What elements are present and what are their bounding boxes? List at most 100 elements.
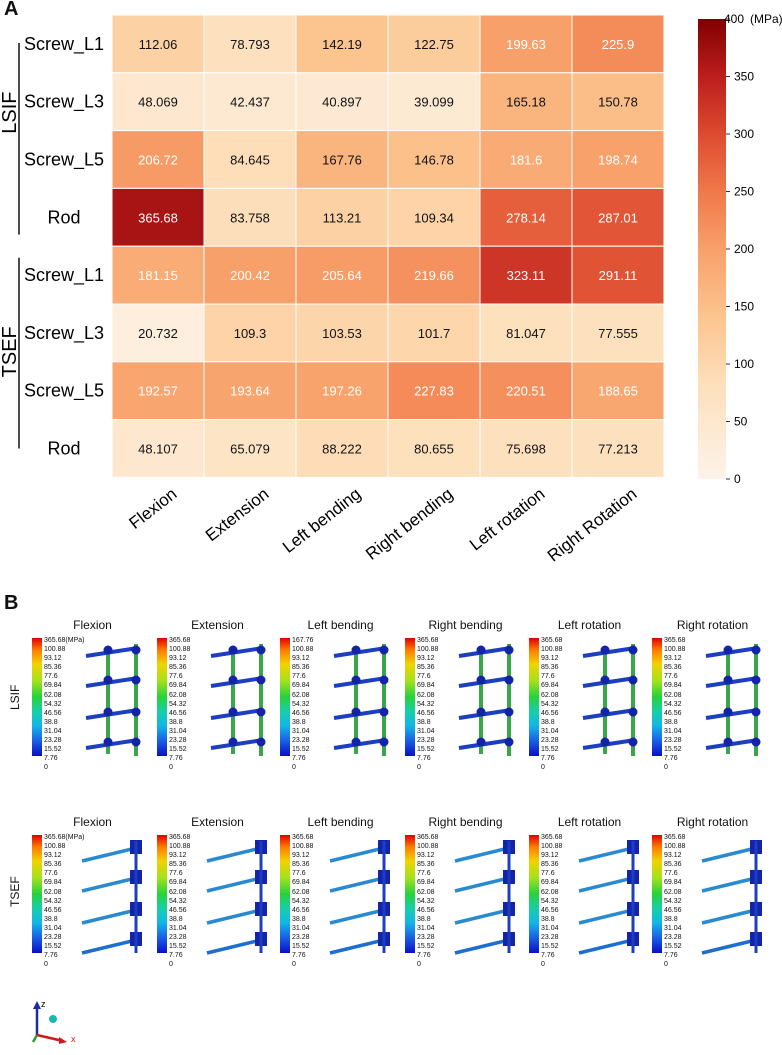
stress-legend-value: 85.36: [169, 664, 187, 672]
heatmap-cell-value: 88.222: [322, 442, 362, 457]
stress-legend-value: 0: [292, 961, 296, 969]
heatmap-cell-value: 83.758: [230, 210, 270, 225]
simulation-view-title: Left rotation: [557, 815, 622, 829]
stress-legend-value: 69.84: [44, 879, 62, 887]
stress-legend-bar: [157, 638, 167, 756]
stress-legend-value: 365.68: [541, 834, 563, 841]
heatmap-cell: [571, 14, 665, 74]
stress-legend-value: 15.52: [541, 943, 559, 951]
stress-legend-value: 15.52: [417, 746, 435, 754]
heatmap-cell-value: 112.06: [139, 37, 178, 52]
stress-legend-value: 69.84: [417, 879, 435, 887]
row-label: Screw_L1: [24, 265, 104, 286]
stress-legend-labels: 365.68 100.88 93.12 85.36 77.6 69.84 62.08 54.3…: [417, 636, 438, 772]
stress-legend-value: 7.76: [664, 755, 678, 763]
stress-legend-value: 7.76: [541, 755, 555, 763]
stress-legend-value: 46.56: [541, 906, 559, 914]
simulation-view: Extension 365.68 100.88 93.12 85.36 77.6 69.84…: [155, 618, 280, 771]
stress-legend-labels: 167.76 100.88 93.12 85.36 77.6 69.84 62.08 54.3…: [292, 636, 313, 772]
stress-legend-value: 54.32: [664, 897, 682, 905]
stress-legend-value: 54.32: [664, 700, 682, 708]
heatmap-cell: [295, 130, 389, 189]
stress-legend-bar: [280, 835, 290, 953]
stress-legend-value: 54.32: [541, 700, 559, 708]
row-label: Screw_L5: [24, 381, 104, 402]
stress-legend-value: 38.8: [292, 718, 306, 726]
heatmap-cell: [479, 303, 573, 363]
fixation-model: [698, 638, 773, 763]
stress-legend-value: 0: [541, 961, 545, 969]
stress-legend-value: 69.84: [664, 879, 682, 887]
heatmap-cell-value: 39.099: [414, 95, 454, 110]
stress-legend-value: 15.52: [292, 746, 310, 754]
stress-legend-value: 167.76: [292, 637, 314, 644]
fixation-model: [203, 638, 278, 763]
stress-legend-labels: 365.68 100.88 93.12 85.36 77.6 69.84 62.08 54.3…: [169, 833, 190, 969]
stress-legend-value: 31.04: [44, 924, 62, 932]
heatmap-cell-value: 192.57: [138, 384, 178, 399]
stress-legend-value: 62.08: [169, 888, 187, 896]
stress-legend-value: 365.68: [541, 637, 563, 644]
heatmap-cell-value: 323.11: [507, 268, 546, 283]
stress-legend-value: 69.84: [44, 682, 62, 690]
column-label: Extension: [202, 484, 273, 545]
heatmap-cell: [387, 419, 481, 478]
row-label: Rod: [47, 207, 80, 227]
heatmap-cell: [111, 361, 205, 421]
stress-legend-value: 77.6: [169, 870, 183, 878]
stress-legend-value: 100.88: [664, 646, 686, 654]
stress-legend-value: 100.88: [292, 843, 314, 851]
stress-legend-value: 62.08: [169, 691, 187, 699]
stress-legend-value: 23.28: [169, 737, 187, 745]
stress-legend-value: 93.12: [541, 852, 559, 860]
heatmap-cell-value: 365.68: [138, 210, 178, 225]
fixation-model: [575, 835, 650, 960]
heatmap-cell: [479, 245, 573, 305]
stress-legend-bar: [157, 835, 167, 953]
stress-legend-value: 23.28: [664, 934, 682, 942]
simulation-view-title: Flexion: [73, 618, 112, 632]
stress-legend-labels: 365.68 100.88 93.12 85.36 77.6 69.84 62.08 54.3…: [541, 833, 562, 969]
panel-a-letter: A: [4, 0, 19, 20]
colorbar-tick-label: 50: [734, 415, 748, 429]
stress-legend-bar: [405, 835, 415, 953]
fixation-model-icon: [582, 644, 638, 756]
stress-legend-value: 54.32: [292, 897, 310, 905]
row-label: Screw_L3: [24, 323, 104, 344]
stress-legend-value: 62.08: [44, 888, 62, 896]
stress-legend-value: 93.12: [417, 852, 435, 860]
stress-legend-value: 93.12: [417, 655, 435, 663]
heatmap-cell: [295, 303, 389, 363]
stress-legend-value: 31.04: [292, 924, 310, 932]
stress-legend-value: 77.6: [44, 673, 58, 681]
stress-legend-value: 38.8: [169, 718, 183, 726]
row-label: Screw_L5: [24, 150, 104, 171]
stress-legend-value: 31.04: [664, 924, 682, 932]
heatmap-cell-value: 167.76: [322, 153, 362, 168]
stress-legend-value: 46.56: [44, 906, 62, 914]
group-label: LSIF: [0, 91, 21, 133]
stress-legend-value: 0: [417, 764, 421, 772]
colorbar-tick-label: 250: [734, 185, 754, 199]
stress-legend-value: 54.32: [417, 700, 435, 708]
simulation-row-label: LSIF: [8, 684, 22, 710]
simulation-view-title: Right bending: [428, 815, 503, 829]
heatmap-cell-value: 188.65: [598, 384, 638, 399]
heatmap-cell-value: 165.18: [506, 95, 546, 110]
fixation-model-icon: [705, 644, 761, 756]
stress-legend-value: 7.76: [292, 755, 306, 763]
heatmap-cell: [203, 72, 297, 132]
simulation-view: Left rotation 365.68 100.88 93.12 85.36 77.6 6…: [527, 618, 652, 771]
row-label: Screw_L1: [24, 34, 104, 55]
stress-legend-value: 62.08: [292, 888, 310, 896]
stress-legend-value: 100.88: [664, 843, 686, 851]
column-label: Left bending: [279, 484, 364, 557]
stress-legend-value: 15.52: [541, 746, 559, 754]
stress-legend-value: 0: [664, 764, 668, 772]
stress-legend-value: 46.56: [292, 709, 310, 717]
heatmap-cell: [571, 419, 665, 478]
heatmap-cell-value: 77.555: [598, 326, 638, 341]
axis-triad-icon: z x: [31, 999, 76, 1044]
stress-legend-value: 31.04: [169, 924, 187, 932]
heatmap-cell-value: 77.213: [598, 442, 638, 457]
